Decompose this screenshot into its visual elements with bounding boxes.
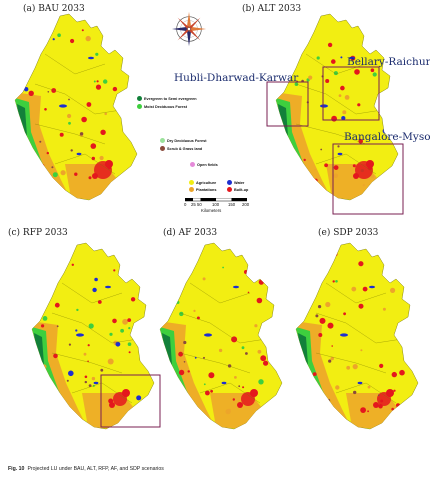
open-swatch-icon [190,162,195,167]
map-bau [14,13,138,201]
water-swatch-icon [227,180,232,185]
legend-agriculture-label: Agriculture [196,180,217,185]
builtup-swatch-icon [227,187,232,192]
legend-open: Open fields [190,162,218,167]
panel-label-sdp: (e) SDP 2033 [318,228,379,238]
figure-caption: Fig. 10 Projected LU under BAU, ALT, RFP,… [8,466,164,472]
legend-builtup-label: Built-up [234,187,249,192]
evergreen-swatch-icon [137,96,142,101]
map-alt [275,13,399,201]
scale-tick-50: 50 [197,202,202,207]
panel-label-rfp: (c) RFP 2033 [8,228,68,238]
scale-tick-100: 100 [212,202,220,207]
panel-label-bau: (a) BAU 2033 [23,4,85,14]
panel-label-af: (d) AF 2033 [163,228,218,238]
scale-tick-200: 200 [242,202,250,207]
region-label-bangalore: Bangalore-Mysore [344,131,430,143]
panel-label-alt: (b) ALT 2033 [242,4,302,14]
legend-water-label: Water [234,180,245,185]
scrub-swatch-icon [160,146,165,151]
region-label-bellary: Bellary-Raichur [347,56,430,68]
scale-tick-150: 150 [228,202,236,207]
scale-bar-graphic [185,198,247,202]
map-af [159,242,283,430]
legend-agriculture: Agriculture [189,180,216,185]
legend-dry: Dry Deciduous Forest [160,138,206,143]
highlight-hubli [266,81,309,127]
dry-swatch-icon [160,138,165,143]
scale-unit: Kilometers [201,208,222,213]
plantations-swatch-icon [189,187,194,192]
legend-open-label: Open fields [197,162,218,167]
region-label-hubli: Hubli-Dharwad-Karwar [174,72,299,84]
compass-rose-icon [171,11,207,47]
legend-scrub-label: Scrub & Grass land [167,146,203,151]
legend-builtup: Built-up [227,187,248,192]
scale-tick-25: 25 [191,202,196,207]
highlight-rfp-bangalore [100,374,161,428]
map-rfp [31,242,155,430]
agriculture-swatch-icon [189,180,194,185]
scale-bar: 0 25 50 100 150 200 Kilometers [184,198,250,213]
legend-moist: Moist Deciduous Forest [137,104,187,109]
caption-prefix: Fig. 10 [8,466,25,472]
legend-moist-label: Moist Deciduous Forest [144,104,188,109]
highlight-bangalore [332,143,404,215]
legend-scrub: Scrub & Grass land [160,146,202,151]
legend-plantations: Plantations [189,187,216,192]
highlight-bellary [322,66,380,121]
map-sdp [295,242,419,430]
legend-evergreen-label: Evergreen to Semi evergreen [144,96,197,101]
legend-dry-label: Dry Deciduous Forest [167,138,207,143]
legend-evergreen: Evergreen to Semi evergreen [137,96,197,101]
scale-tick-0: 0 [184,202,187,207]
moist-swatch-icon [137,104,142,109]
legend-water: Water [227,180,244,185]
legend-plantations-label: Plantations [196,187,217,192]
caption-text: Projected LU under BAU, ALT, RFP, AF, an… [27,466,164,472]
